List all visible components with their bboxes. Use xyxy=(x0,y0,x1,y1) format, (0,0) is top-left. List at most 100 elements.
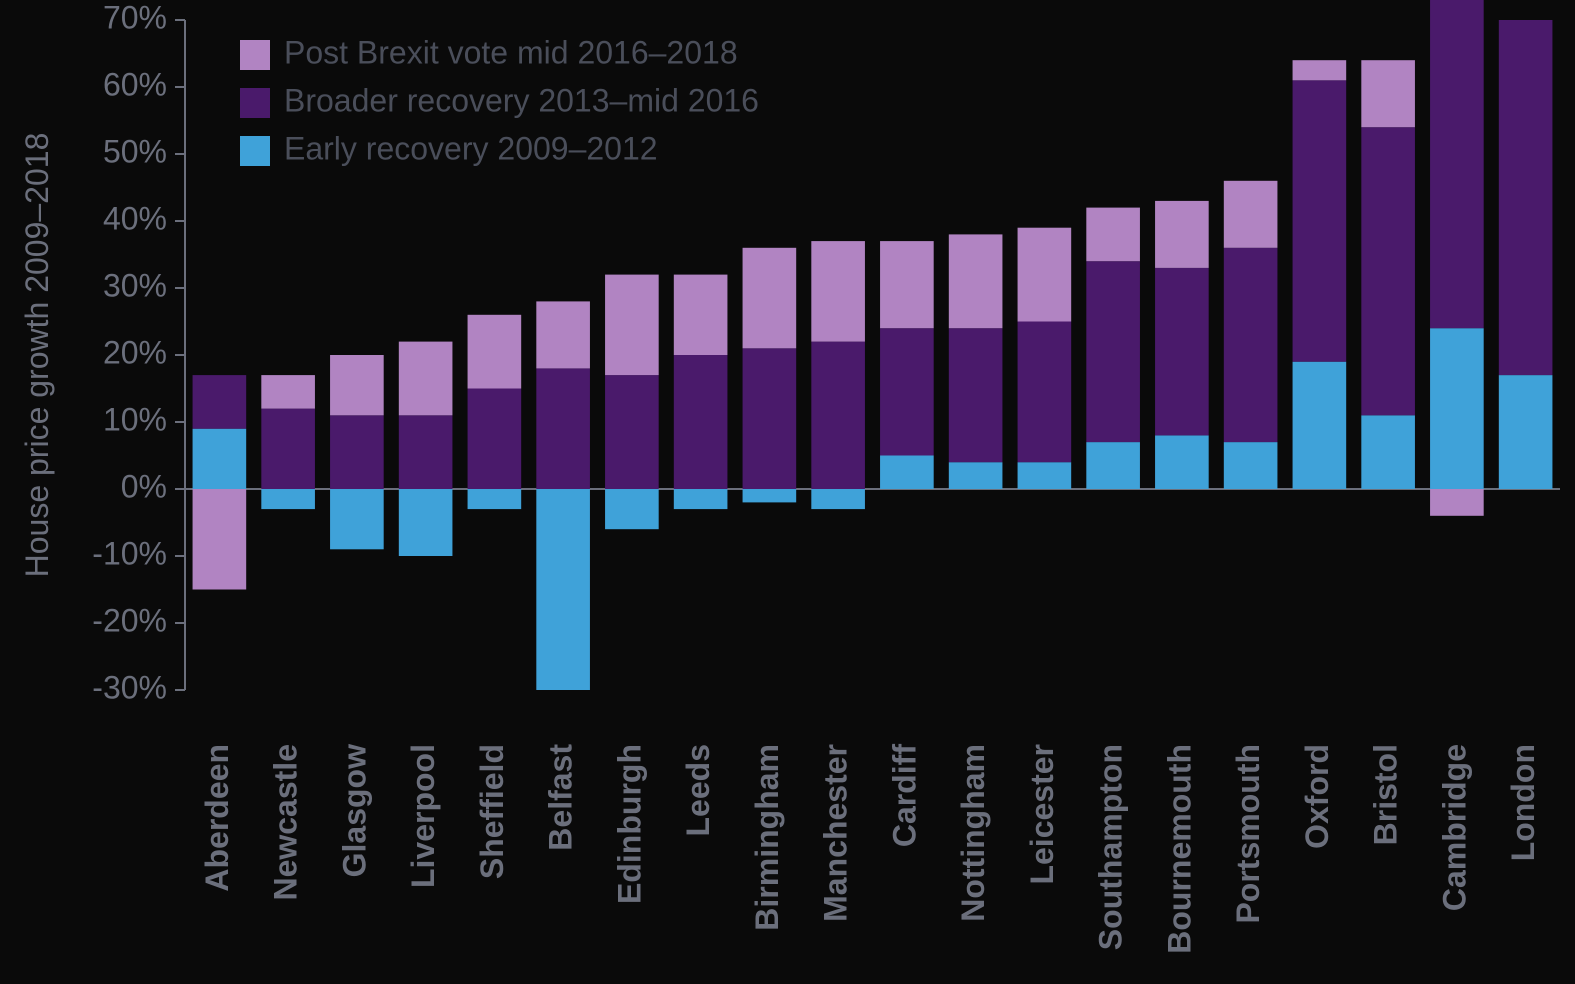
x-axis-label: Birmingham xyxy=(749,744,785,931)
bar-group xyxy=(880,241,934,489)
bar-segment-early xyxy=(330,489,384,549)
bar-segment-post xyxy=(1361,60,1415,127)
bar-segment-post xyxy=(1155,201,1209,268)
y-tick-label: 40% xyxy=(103,200,167,236)
y-tick-label: 60% xyxy=(103,66,167,102)
bar-segment-post xyxy=(1224,181,1278,248)
bar-segment-broader xyxy=(468,389,522,490)
bar-segment-early xyxy=(811,489,865,509)
bar-segment-broader xyxy=(605,375,659,489)
y-axis-label: House price growth 2009–2018 xyxy=(19,133,55,578)
bar-segment-early xyxy=(1155,435,1209,489)
x-axis-label: Edinburgh xyxy=(611,744,647,904)
bar-segment-early xyxy=(468,489,522,509)
bar-segment-early xyxy=(1361,415,1415,489)
x-axis-label: Portsmouth xyxy=(1230,744,1266,924)
bar-segment-post xyxy=(1086,208,1140,262)
x-axis-label: Cardiff xyxy=(886,744,922,847)
bar-segment-broader xyxy=(1430,0,1484,328)
bar-segment-early xyxy=(261,489,315,509)
x-axis-label: Sheffield xyxy=(474,744,510,879)
y-tick-label: 50% xyxy=(103,133,167,169)
bar-group xyxy=(605,275,659,530)
legend-label: Early recovery 2009–2012 xyxy=(284,130,658,166)
bar-segment-early xyxy=(743,489,797,502)
bar-group xyxy=(1018,228,1072,489)
x-axis-label: Glasgow xyxy=(336,744,372,877)
bar-segment-early xyxy=(1499,375,1553,489)
bar-segment-post xyxy=(399,342,453,416)
bar-segment-broader xyxy=(743,348,797,489)
bar-segment-broader xyxy=(399,415,453,489)
x-axis-label: Southampton xyxy=(1093,744,1129,950)
bar-group xyxy=(193,375,247,589)
bar-segment-broader xyxy=(1499,20,1553,375)
bar-segment-broader xyxy=(1224,248,1278,442)
y-tick-label: 30% xyxy=(103,267,167,303)
y-tick-label: 70% xyxy=(103,0,167,35)
x-axis-label: Bristol xyxy=(1368,744,1404,845)
x-axis-label: Leicester xyxy=(1024,744,1060,885)
bar-group xyxy=(536,301,590,690)
y-tick-label: -30% xyxy=(92,669,167,705)
bar-segment-broader xyxy=(330,415,384,489)
bar-segment-post xyxy=(330,355,384,415)
y-tick-label: -20% xyxy=(92,602,167,638)
bar-segment-early xyxy=(880,456,934,490)
bar-segment-broader xyxy=(880,328,934,455)
bar-segment-post xyxy=(193,489,247,590)
bar-segment-broader xyxy=(1293,80,1347,361)
bar-segment-post xyxy=(880,241,934,328)
x-axis-label: Newcastle xyxy=(268,744,304,901)
x-axis-label: London xyxy=(1505,744,1541,861)
legend-label: Broader recovery 2013–mid 2016 xyxy=(284,82,759,118)
x-axis-label: Bournemouth xyxy=(1161,744,1197,954)
x-axis-label: Oxford xyxy=(1299,744,1335,849)
x-axis-label: Liverpool xyxy=(405,744,441,888)
bar-segment-early xyxy=(949,462,1003,489)
legend-label: Post Brexit vote mid 2016–2018 xyxy=(284,34,738,70)
bar-segment-post xyxy=(1430,489,1484,516)
bar-segment-post xyxy=(261,375,315,409)
bar-segment-early xyxy=(399,489,453,556)
bar-segment-post xyxy=(674,275,728,355)
x-axis-label: Belfast xyxy=(543,744,579,851)
bar-group xyxy=(1224,181,1278,489)
bar-segment-post xyxy=(1018,228,1072,322)
bar-segment-broader xyxy=(536,368,590,489)
bar-segment-broader xyxy=(811,342,865,489)
legend-swatch xyxy=(240,88,270,118)
bar-segment-broader xyxy=(1361,127,1415,415)
bar-segment-post xyxy=(1293,60,1347,80)
x-axis-label: Cambridge xyxy=(1436,744,1472,911)
bar-segment-broader xyxy=(261,409,315,489)
legend-swatch xyxy=(240,136,270,166)
y-tick-label: 10% xyxy=(103,401,167,437)
bar-segment-early xyxy=(1224,442,1278,489)
x-axis-label: Leeds xyxy=(680,744,716,836)
bar-segment-post xyxy=(605,275,659,376)
x-axis-label: Manchester xyxy=(818,744,854,922)
bar-group xyxy=(674,275,728,510)
bar-group xyxy=(949,234,1003,489)
bar-segment-early xyxy=(1430,328,1484,489)
y-tick-label: 0% xyxy=(121,468,167,504)
bar-segment-broader xyxy=(674,355,728,489)
bar-group xyxy=(261,375,315,509)
bar-group xyxy=(1155,201,1209,489)
bar-segment-early xyxy=(1018,462,1072,489)
bar-segment-broader xyxy=(1018,322,1072,463)
bar-group xyxy=(743,248,797,503)
house-price-growth-chart: -30% -20% -10% 0% 10% 20% 30% 40% 50% 60% 70% House… xyxy=(0,0,1575,984)
bar-segment-broader xyxy=(949,328,1003,462)
y-tick-label: 20% xyxy=(103,334,167,370)
bar-group xyxy=(1293,60,1347,489)
bar-group xyxy=(1430,0,1484,516)
bar-segment-post xyxy=(949,234,1003,328)
bar-segment-post xyxy=(468,315,522,389)
bar-segment-early xyxy=(193,429,247,489)
y-tick-label: -10% xyxy=(92,535,167,571)
bar-segment-post xyxy=(743,248,797,348)
bar-group xyxy=(1361,60,1415,489)
x-axis-label: Aberdeen xyxy=(199,744,235,892)
